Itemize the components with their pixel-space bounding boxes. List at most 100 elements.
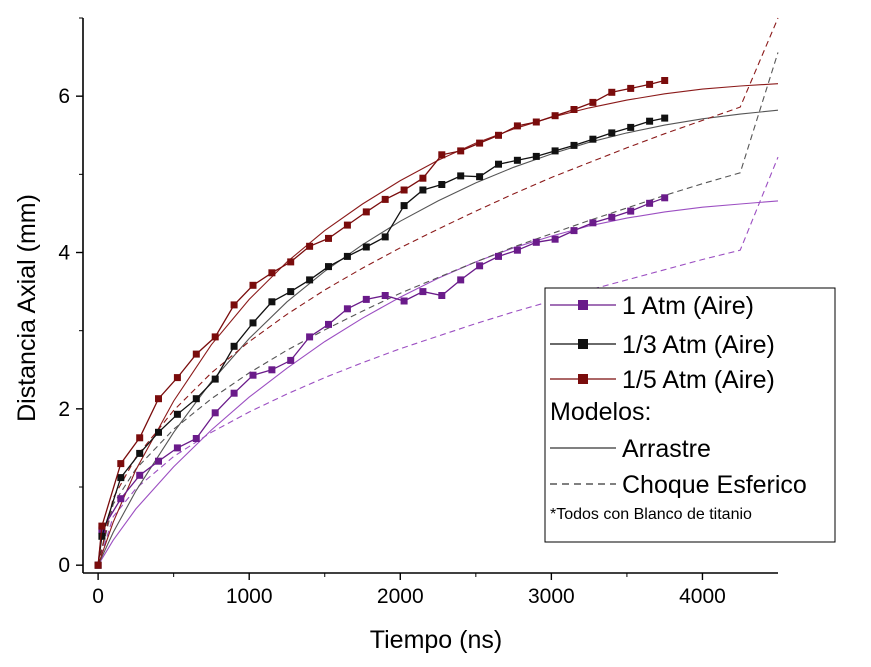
data-point (306, 276, 314, 284)
data-point (325, 320, 332, 328)
data-point (513, 122, 521, 130)
data-point (98, 522, 106, 530)
model-curve-2 (97, 109, 779, 566)
data-point (343, 252, 351, 260)
x-tick-label: 3000 (528, 585, 575, 608)
model-curve-5 (97, 17, 779, 566)
model-lines (97, 17, 779, 566)
legend-label-arrastre: Arrastre (622, 435, 711, 463)
data-point (192, 435, 200, 442)
data-point (136, 434, 144, 442)
y-tick-label: 0 (58, 554, 70, 577)
data-point (173, 444, 181, 452)
data-point (495, 160, 502, 168)
legend-models-heading: Modelos: (550, 398, 651, 426)
data-point (438, 181, 446, 188)
data-point (627, 84, 635, 92)
data-point (570, 106, 578, 113)
data-point (362, 295, 370, 303)
data-point (381, 195, 389, 203)
data-point (438, 151, 446, 159)
data-point (230, 301, 238, 309)
y-tick-label: 6 (58, 85, 70, 108)
data-point (532, 152, 540, 160)
data-point (513, 246, 521, 254)
data-point (287, 288, 295, 296)
data-point (589, 135, 597, 143)
data-point (211, 375, 219, 383)
data-point (608, 88, 616, 96)
data-point (136, 471, 144, 479)
y-tick-label: 2 (58, 398, 70, 421)
data-point (230, 342, 238, 350)
data-point (532, 238, 540, 246)
data-point (400, 297, 408, 305)
data-point (192, 350, 200, 358)
data-point (230, 389, 238, 397)
x-tick-label: 1000 (226, 585, 273, 608)
data-point (400, 202, 408, 210)
data-point (268, 298, 276, 306)
data-point (457, 276, 465, 284)
legend-label-1-5atm: 1/5 Atm (Aire) (622, 366, 775, 394)
axis-ticks: 0 1000 2000 3000 4000 0 2 4 6 (58, 17, 726, 608)
y-axis-title: Distancia Axial (mm) (13, 194, 41, 422)
data-point (155, 428, 162, 436)
data-point (627, 207, 635, 215)
legend: 1 Atm (Aire) 1/3 Atm (Aire) 1/5 Atm (Air… (544, 287, 836, 543)
data-point (325, 234, 332, 242)
data-point (192, 395, 200, 403)
data-point (570, 227, 578, 235)
legend-label-choque-esferico: Choque Esferico (622, 471, 807, 499)
data-point (419, 174, 427, 182)
legend-marker-1atm (578, 300, 588, 310)
data-point (419, 288, 427, 296)
data-point (627, 123, 635, 131)
data-point (589, 219, 597, 227)
x-tick-label: 0 (92, 585, 104, 608)
model-curve-3 (97, 52, 779, 566)
data-series (94, 77, 669, 569)
data-point (476, 139, 484, 147)
data-point (381, 292, 389, 299)
model-curve-0 (97, 200, 779, 566)
data-point (495, 252, 502, 260)
data-point (457, 172, 465, 180)
data-point (532, 118, 540, 126)
data-point (287, 356, 295, 364)
model-curve-1 (97, 156, 779, 566)
data-point (343, 221, 351, 229)
data-point (661, 114, 669, 122)
data-point (268, 366, 276, 374)
data-point (646, 117, 654, 125)
data-point (155, 395, 162, 403)
data-point (117, 474, 125, 482)
data-point (646, 80, 654, 88)
data-point (646, 199, 654, 207)
data-point (211, 333, 219, 341)
data-point (306, 242, 314, 250)
data-point (476, 173, 484, 181)
data-point (570, 141, 578, 149)
data-point (249, 281, 257, 289)
model-curve-4 (97, 83, 779, 566)
legend-marker-1-3atm (578, 339, 588, 349)
data-point (400, 186, 408, 194)
x-axis-title: Tiempo (ns) (370, 626, 502, 654)
data-point (589, 98, 597, 106)
data-point (362, 243, 370, 251)
data-point (117, 460, 125, 468)
data-point (173, 374, 181, 382)
data-point (306, 333, 314, 341)
data-point (661, 194, 669, 202)
data-point (457, 147, 465, 155)
data-point (268, 269, 276, 277)
data-point (287, 258, 295, 266)
data-point (381, 233, 389, 241)
data-point (476, 262, 484, 270)
data-point (551, 112, 559, 120)
data-point (98, 532, 106, 540)
data-point (155, 457, 162, 465)
data-point (362, 208, 370, 216)
